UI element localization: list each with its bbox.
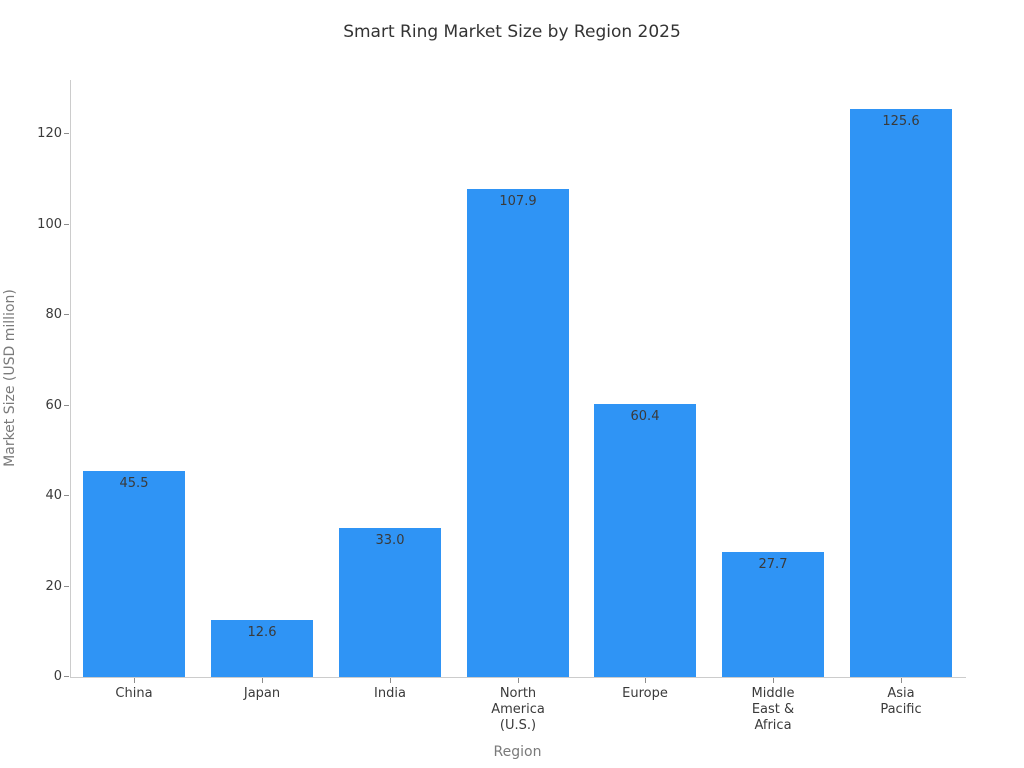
y-axis-label: Market Size (USD million) — [2, 289, 18, 467]
chart-title: Smart Ring Market Size by Region 2025 — [343, 22, 681, 42]
bar: 107.9 — [467, 189, 569, 677]
y-tick-mark — [64, 405, 69, 406]
y-axis-line — [70, 80, 71, 678]
y-tick-label: 120 — [37, 126, 62, 141]
x-tick-label: Europe — [622, 686, 668, 701]
y-tick-label: 40 — [45, 488, 62, 503]
bar-value-label: 125.6 — [882, 114, 920, 129]
y-tick-mark — [64, 133, 69, 134]
x-tick-label: China — [115, 686, 153, 701]
x-tick-label: North America (U.S.) — [491, 686, 545, 733]
bar-value-label: 60.4 — [630, 409, 660, 424]
x-axis-label: Region — [493, 744, 542, 760]
x-tick-label: India — [374, 686, 406, 701]
x-tick-label: Japan — [243, 686, 281, 701]
x-tick-mark — [390, 678, 391, 683]
y-tick-label: 20 — [45, 579, 62, 594]
bar-value-label: 12.6 — [247, 625, 277, 640]
bar-value-label: 33.0 — [375, 533, 405, 548]
y-tick-mark — [64, 495, 69, 496]
y-tick-label: 80 — [45, 307, 62, 322]
x-tick-mark — [262, 678, 263, 683]
bar-value-label: 107.9 — [499, 194, 537, 209]
y-tick-label: 60 — [45, 398, 62, 413]
x-tick-label: Asia Pacific — [880, 686, 922, 717]
x-tick-mark — [518, 678, 519, 683]
y-tick-mark — [64, 224, 69, 225]
x-tick-mark — [773, 678, 774, 683]
y-tick-label: 100 — [37, 217, 62, 232]
x-axis-line — [70, 677, 966, 678]
x-tick-label: Middle East & Africa — [751, 686, 795, 733]
bar: 33.0 — [339, 528, 441, 677]
bar: 27.7 — [722, 552, 824, 677]
bar: 12.6 — [211, 620, 313, 677]
x-tick-mark — [134, 678, 135, 683]
x-tick-mark — [901, 678, 902, 683]
x-tick-mark — [645, 678, 646, 683]
bar-value-label: 45.5 — [119, 476, 149, 491]
bar: 45.5 — [83, 471, 185, 677]
y-tick-mark — [64, 586, 69, 587]
y-tick-label: 0 — [53, 669, 62, 684]
bar: 60.4 — [594, 404, 696, 677]
bar: 125.6 — [850, 109, 952, 677]
y-tick-mark — [64, 314, 69, 315]
y-tick-mark — [64, 676, 69, 677]
bar-value-label: 27.7 — [758, 557, 788, 572]
